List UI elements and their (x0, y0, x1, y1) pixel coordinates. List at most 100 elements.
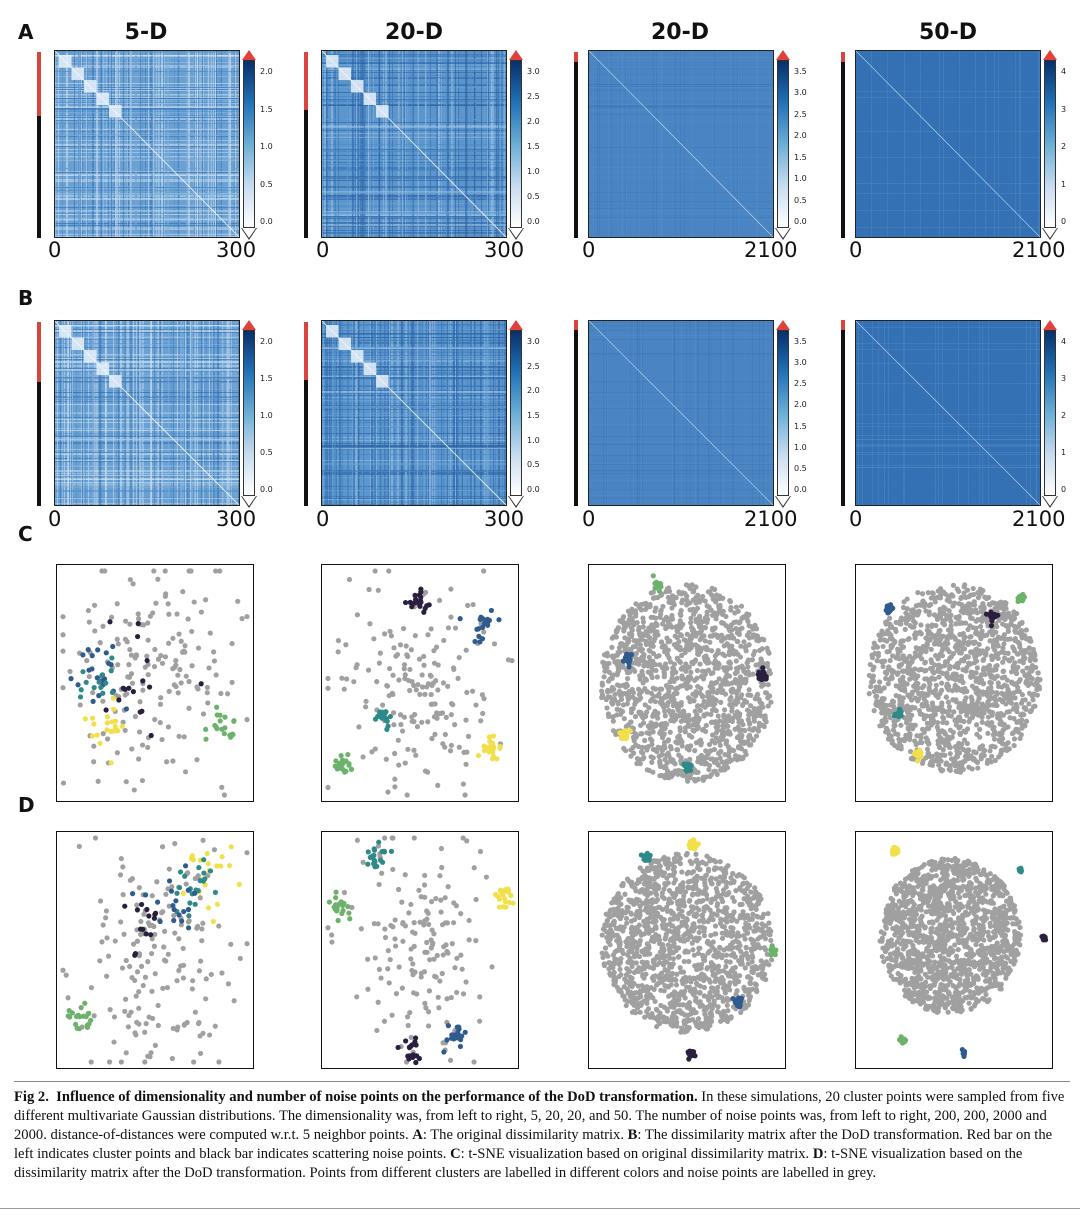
noise-point (415, 682, 421, 688)
noise-point (657, 614, 663, 620)
noise-point (648, 754, 654, 760)
cluster-point (176, 912, 182, 918)
noise-point (746, 997, 752, 1004)
noise-point (909, 689, 916, 695)
noise-point (987, 679, 993, 685)
noise-point (183, 673, 189, 679)
noise-point (701, 933, 708, 939)
cluster-point (375, 713, 381, 720)
cluster-point (185, 906, 192, 913)
noise-point (444, 948, 450, 955)
noise-point (732, 712, 738, 718)
noise-point (697, 990, 703, 996)
noise-point (451, 900, 457, 906)
noise-point (152, 646, 158, 653)
noise-point (702, 624, 708, 631)
noise-point (691, 588, 697, 595)
noise-point (897, 743, 903, 750)
axis-end-label: 2100 (744, 238, 798, 262)
noise-point (325, 925, 331, 931)
noise-point (977, 590, 984, 596)
noise-point (712, 923, 719, 929)
noise-point (906, 670, 913, 676)
noise-point (1027, 655, 1034, 661)
noise-point (174, 611, 180, 617)
noise-point (189, 663, 195, 669)
noise-point (682, 729, 688, 735)
noise-point (235, 598, 241, 604)
noise-point (655, 693, 661, 699)
cluster-point (382, 715, 388, 721)
noise-point (887, 621, 893, 627)
noise-point (900, 604, 907, 611)
noise-point (946, 675, 952, 682)
cluster-point (201, 870, 207, 876)
noise-point (387, 628, 393, 634)
noise-point (388, 633, 395, 639)
noise-point (660, 644, 666, 650)
noise-point (84, 658, 90, 664)
cluster-point (441, 1049, 447, 1055)
noise-point (722, 691, 729, 697)
noise-point (97, 958, 103, 964)
noise-point (628, 709, 635, 716)
noise-point (435, 687, 441, 693)
cluster-point (915, 758, 921, 764)
noise-point (653, 898, 659, 905)
cluster-point (490, 733, 497, 739)
noise-point (440, 680, 447, 686)
noise-point (452, 625, 459, 631)
colorbar-tick-label: 2.5 (794, 109, 807, 119)
colorbar-tick-label: 0 (1061, 217, 1067, 226)
noise-point (927, 665, 934, 672)
noise-point (127, 963, 133, 970)
noise-point (685, 722, 691, 728)
cluster-point (387, 713, 393, 720)
noise-point (748, 742, 754, 748)
cluster-point (229, 731, 236, 737)
noise-point (621, 715, 627, 722)
cluster-point (388, 848, 395, 854)
noise-point (715, 1004, 721, 1010)
noise-point (994, 624, 1000, 630)
noise-point (464, 838, 470, 844)
noise-point (115, 641, 121, 647)
noise-point (365, 667, 372, 673)
noise-point (663, 614, 669, 620)
noise-point (452, 722, 458, 728)
noise-point (960, 766, 966, 772)
noise-point (936, 744, 943, 750)
noise-point (727, 980, 733, 986)
noise-point (718, 638, 725, 644)
noise-point (438, 897, 444, 903)
noise-point (744, 707, 751, 713)
noise-point (151, 568, 157, 574)
cluster-point (222, 725, 228, 731)
noise-point (1008, 621, 1014, 627)
noise-point (397, 642, 404, 648)
noise-point (948, 654, 954, 660)
noise-point (966, 639, 972, 645)
noise-point (1015, 623, 1021, 630)
cluster-point (205, 860, 211, 867)
noise-point (609, 684, 615, 691)
cluster-point (195, 888, 201, 894)
cluster-point (134, 907, 141, 913)
cluster-point (80, 1013, 86, 1019)
noise-point (935, 731, 942, 738)
cluster-point (656, 588, 662, 594)
colorbar-under-arrow-fill (1043, 496, 1057, 506)
noise-point (428, 626, 434, 632)
noise-point (697, 707, 703, 713)
cluster-point (231, 718, 237, 724)
noise-point (658, 1002, 664, 1009)
noise-point (663, 625, 669, 632)
cluster-point (80, 652, 86, 658)
noise-point (682, 920, 689, 926)
noise-point (698, 597, 704, 603)
noise-point (671, 718, 677, 724)
noise-point (681, 958, 687, 965)
noise-point (1009, 680, 1015, 686)
noise-point (693, 740, 700, 746)
noise-point (953, 621, 959, 627)
